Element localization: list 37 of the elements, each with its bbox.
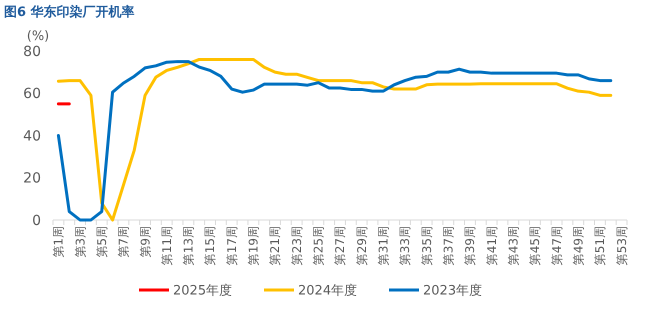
chart-title: 图6 华东印染厂开机率 [4, 4, 135, 20]
x-tick-label: 第39周 [463, 226, 478, 266]
y-tick-label: 0 [32, 212, 41, 229]
x-tick-label: 第21周 [268, 226, 282, 266]
legend-label: 2024年度 [298, 282, 358, 299]
x-tick-label: 第5周 [94, 226, 109, 258]
x-tick-label: 第23周 [290, 226, 304, 266]
y-tick-label: 20 [23, 170, 41, 187]
x-tick-label: 第27周 [333, 226, 348, 266]
x-tick-label: 第43周 [506, 226, 520, 266]
y-tick-label: 40 [23, 128, 41, 144]
x-tick-label: 第1周 [52, 226, 66, 258]
legend-label: 2023年度 [423, 282, 482, 299]
x-tick-label: 第17周 [224, 226, 239, 266]
x-tick-label: 第7周 [116, 226, 131, 258]
x-tick-label: 第41周 [484, 226, 499, 266]
y-tick-label: 80 [23, 44, 41, 60]
x-tick-label: 第35周 [420, 226, 434, 266]
x-tick-label: 第11周 [160, 226, 174, 266]
x-tick-label: 第29周 [354, 226, 369, 266]
x-tick-label: 第13周 [182, 226, 196, 266]
x-tick-label: 第9周 [138, 226, 152, 258]
x-tick-label: 第51周 [593, 226, 608, 266]
x-tick-label: 第15周 [203, 226, 218, 266]
x-tick-label: 第33周 [398, 226, 412, 266]
legend-label: 2025年度 [173, 282, 232, 299]
x-tick-label: 第37周 [442, 226, 456, 266]
x-tick-label: 第25周 [312, 226, 326, 266]
y-tick-label: 60 [23, 86, 41, 102]
x-tick-label: 第19周 [246, 226, 261, 266]
x-tick-label: 第31周 [376, 226, 391, 266]
x-tick-label: 第3周 [73, 226, 88, 258]
y-axis-title: (%) [26, 29, 50, 44]
x-tick-label: 第49周 [571, 226, 586, 266]
x-tick-label: 第45周 [528, 226, 542, 266]
x-tick-label: 第47周 [550, 226, 564, 266]
x-tick-label: 第53周 [614, 226, 629, 266]
